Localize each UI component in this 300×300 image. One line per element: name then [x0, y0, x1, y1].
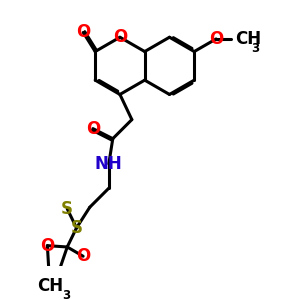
Text: S: S	[70, 219, 83, 237]
Text: O: O	[76, 247, 90, 265]
Text: CH: CH	[236, 30, 262, 48]
Text: CH: CH	[37, 277, 63, 295]
Text: S: S	[61, 200, 73, 218]
Text: O: O	[86, 120, 100, 138]
Text: 3: 3	[62, 289, 70, 300]
Text: NH: NH	[95, 155, 123, 173]
Text: O: O	[76, 23, 90, 41]
Text: 3: 3	[251, 42, 260, 56]
Text: O: O	[40, 237, 55, 255]
Text: O: O	[209, 30, 223, 48]
Text: O: O	[113, 28, 127, 46]
